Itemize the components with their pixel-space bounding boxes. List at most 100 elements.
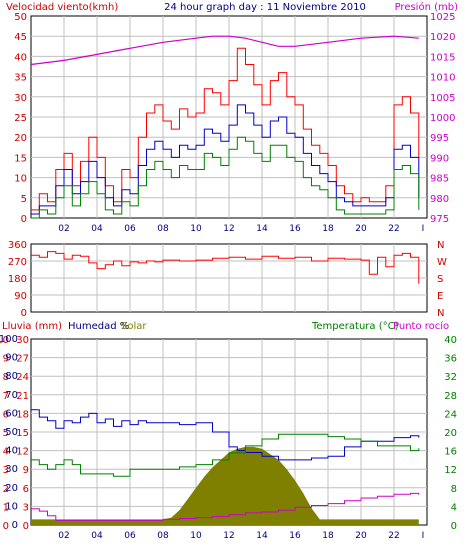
climate-x-tick-label: I [422, 531, 425, 541]
wind-series-2-line [31, 136, 420, 219]
temperature-axis-title: Temperatura (°C) [311, 321, 399, 332]
dew-point-line [31, 492, 420, 521]
direction-right-tick-label: N [437, 240, 444, 251]
direction-right-tick-label: S [437, 274, 443, 285]
rain-tick-label: 4 [3, 447, 9, 458]
temperature-tick-label: 4 [451, 502, 457, 513]
wind-series-0-line [31, 47, 420, 211]
pressure-axis-title: Presión (mb) [395, 1, 459, 13]
wind-x-tick-label: 10 [190, 224, 202, 234]
humidity-tick-label: 80 [5, 371, 18, 382]
direction-left-tick-label: 180 [8, 274, 27, 285]
dew-point-axis-title: Punto rocío [393, 320, 449, 332]
direction-left-tick-label: 270 [8, 257, 27, 268]
humidity-tick-label: 90 [5, 353, 18, 364]
wind-left-tick-label: 25 [14, 113, 27, 124]
wind-x-tick-label: 04 [91, 224, 103, 234]
rain-tick-label: 9 [3, 354, 9, 365]
rain-secondary-tick-label: 15 [16, 428, 29, 439]
wind-x-tick-label: 18 [322, 224, 334, 234]
rain-tick-label: 2 [3, 484, 9, 495]
rain-secondary-tick-label: 9 [23, 465, 29, 476]
wind-series-3-line [30, 35, 419, 66]
temperature-tick-label: 40 [444, 335, 457, 346]
direction-left-tick-label: 0 [21, 308, 27, 319]
pressure-right-tick-label: 1020 [430, 32, 455, 43]
wind-x-tick-label: 08 [157, 224, 169, 234]
wind-x-tick-label: 12 [223, 224, 234, 234]
wind-x-tick-label: 02 [58, 224, 69, 234]
rain-tick-label: 6 [3, 409, 9, 420]
climate-x-tick-label: 16 [289, 531, 301, 541]
climate-x-tick-label: 08 [157, 531, 169, 541]
rain-tick-label: 8 [3, 372, 9, 383]
temperature-tick-label: 28 [444, 391, 457, 402]
climate-x-tick-label: 02 [58, 531, 69, 541]
temperature-tick-label: 24 [444, 409, 457, 420]
wind-left-tick-label: 45 [14, 32, 27, 43]
wind-axis-title: Velocidad viento(kmh) [6, 2, 118, 13]
pressure-right-tick-label: 1010 [430, 73, 455, 84]
rain-tick-label: 0 [3, 521, 9, 532]
pressure-right-tick-label: 975 [430, 214, 449, 225]
temperature-tick-label: 20 [444, 428, 457, 439]
rain-tick-label: 3 [3, 465, 9, 476]
wind-left-tick-label: 10 [14, 174, 27, 185]
rain-tick-label: 10 [0, 335, 9, 346]
rain-secondary-tick-label: 3 [23, 502, 29, 513]
humidity-tick-label: 0 [12, 520, 18, 531]
rain-secondary-tick-label: 27 [16, 354, 29, 365]
wind-left-tick-label: 30 [14, 93, 27, 104]
pressure-right-tick-label: 1025 [430, 12, 455, 23]
solar-axis-title: Solar [121, 321, 147, 332]
rain-secondary-tick-label: 6 [23, 484, 29, 495]
pressure-right-tick-label: 995 [430, 133, 449, 144]
wind-left-tick-label: 40 [14, 52, 27, 63]
humidity-tick-label: 50 [5, 427, 18, 438]
wind-left-tick-label: 35 [14, 73, 27, 84]
wind-left-tick-label: 50 [14, 12, 27, 23]
climate-x-tick-label: 06 [124, 531, 136, 541]
climate-x-tick-label: 18 [322, 531, 334, 541]
wind-x-tick-label: 22 [388, 224, 399, 234]
solar-area [31, 446, 419, 525]
rain-tick-label: 5 [3, 428, 9, 439]
pressure-right-tick-label: 985 [430, 174, 449, 185]
temperature-tick-label: 0 [451, 521, 457, 532]
humidity-tick-label: 30 [5, 464, 18, 475]
wind-left-tick-label: 20 [14, 133, 27, 144]
temperature-line [31, 433, 420, 477]
humidity-axis-title: Humedad % [68, 321, 129, 332]
rain-secondary-tick-label: 12 [16, 447, 29, 458]
climate-x-tick-label: 22 [388, 531, 399, 541]
pressure-right-tick-label: 1015 [430, 52, 455, 63]
temperature-tick-label: 8 [451, 484, 457, 495]
humidity-tick-label: 60 [5, 408, 18, 419]
humidity-tick-label: 100 [0, 334, 18, 345]
wind-x-tick-label: 20 [355, 224, 367, 234]
direction-right-tick-label: W [437, 257, 447, 268]
rain-tick-label: 1 [3, 502, 9, 513]
direction-left-tick-label: 360 [8, 240, 27, 251]
wind-x-tick-label: 14 [256, 224, 268, 234]
climate-x-tick-label: 10 [190, 531, 202, 541]
rain-secondary-tick-label: 0 [23, 521, 29, 532]
pressure-right-tick-label: 1000 [430, 113, 455, 124]
wind-x-tick-label: 06 [124, 224, 136, 234]
rain-secondary-tick-label: 24 [16, 372, 29, 383]
rain-secondary-tick-label: 21 [16, 391, 29, 402]
climate-x-tick-label: 14 [256, 531, 268, 541]
chart-title: 24 hour graph day : 11 Noviembre 2010 [164, 2, 366, 13]
rain-axis-title: Lluvia (mm) [2, 321, 62, 332]
direction-right-tick-label: E [437, 291, 443, 302]
wind-x-tick-label: 16 [289, 224, 301, 234]
direction-series-0-line [31, 251, 420, 284]
rain-tick-label: 7 [3, 391, 9, 402]
humidity-tick-label: 20 [5, 483, 18, 494]
climate-x-tick-label: 12 [223, 531, 234, 541]
direction-left-tick-label: 90 [14, 291, 27, 302]
wind-left-tick-label: 0 [21, 214, 27, 225]
wind-series-1-line [31, 104, 420, 215]
temperature-tick-label: 12 [444, 465, 457, 476]
